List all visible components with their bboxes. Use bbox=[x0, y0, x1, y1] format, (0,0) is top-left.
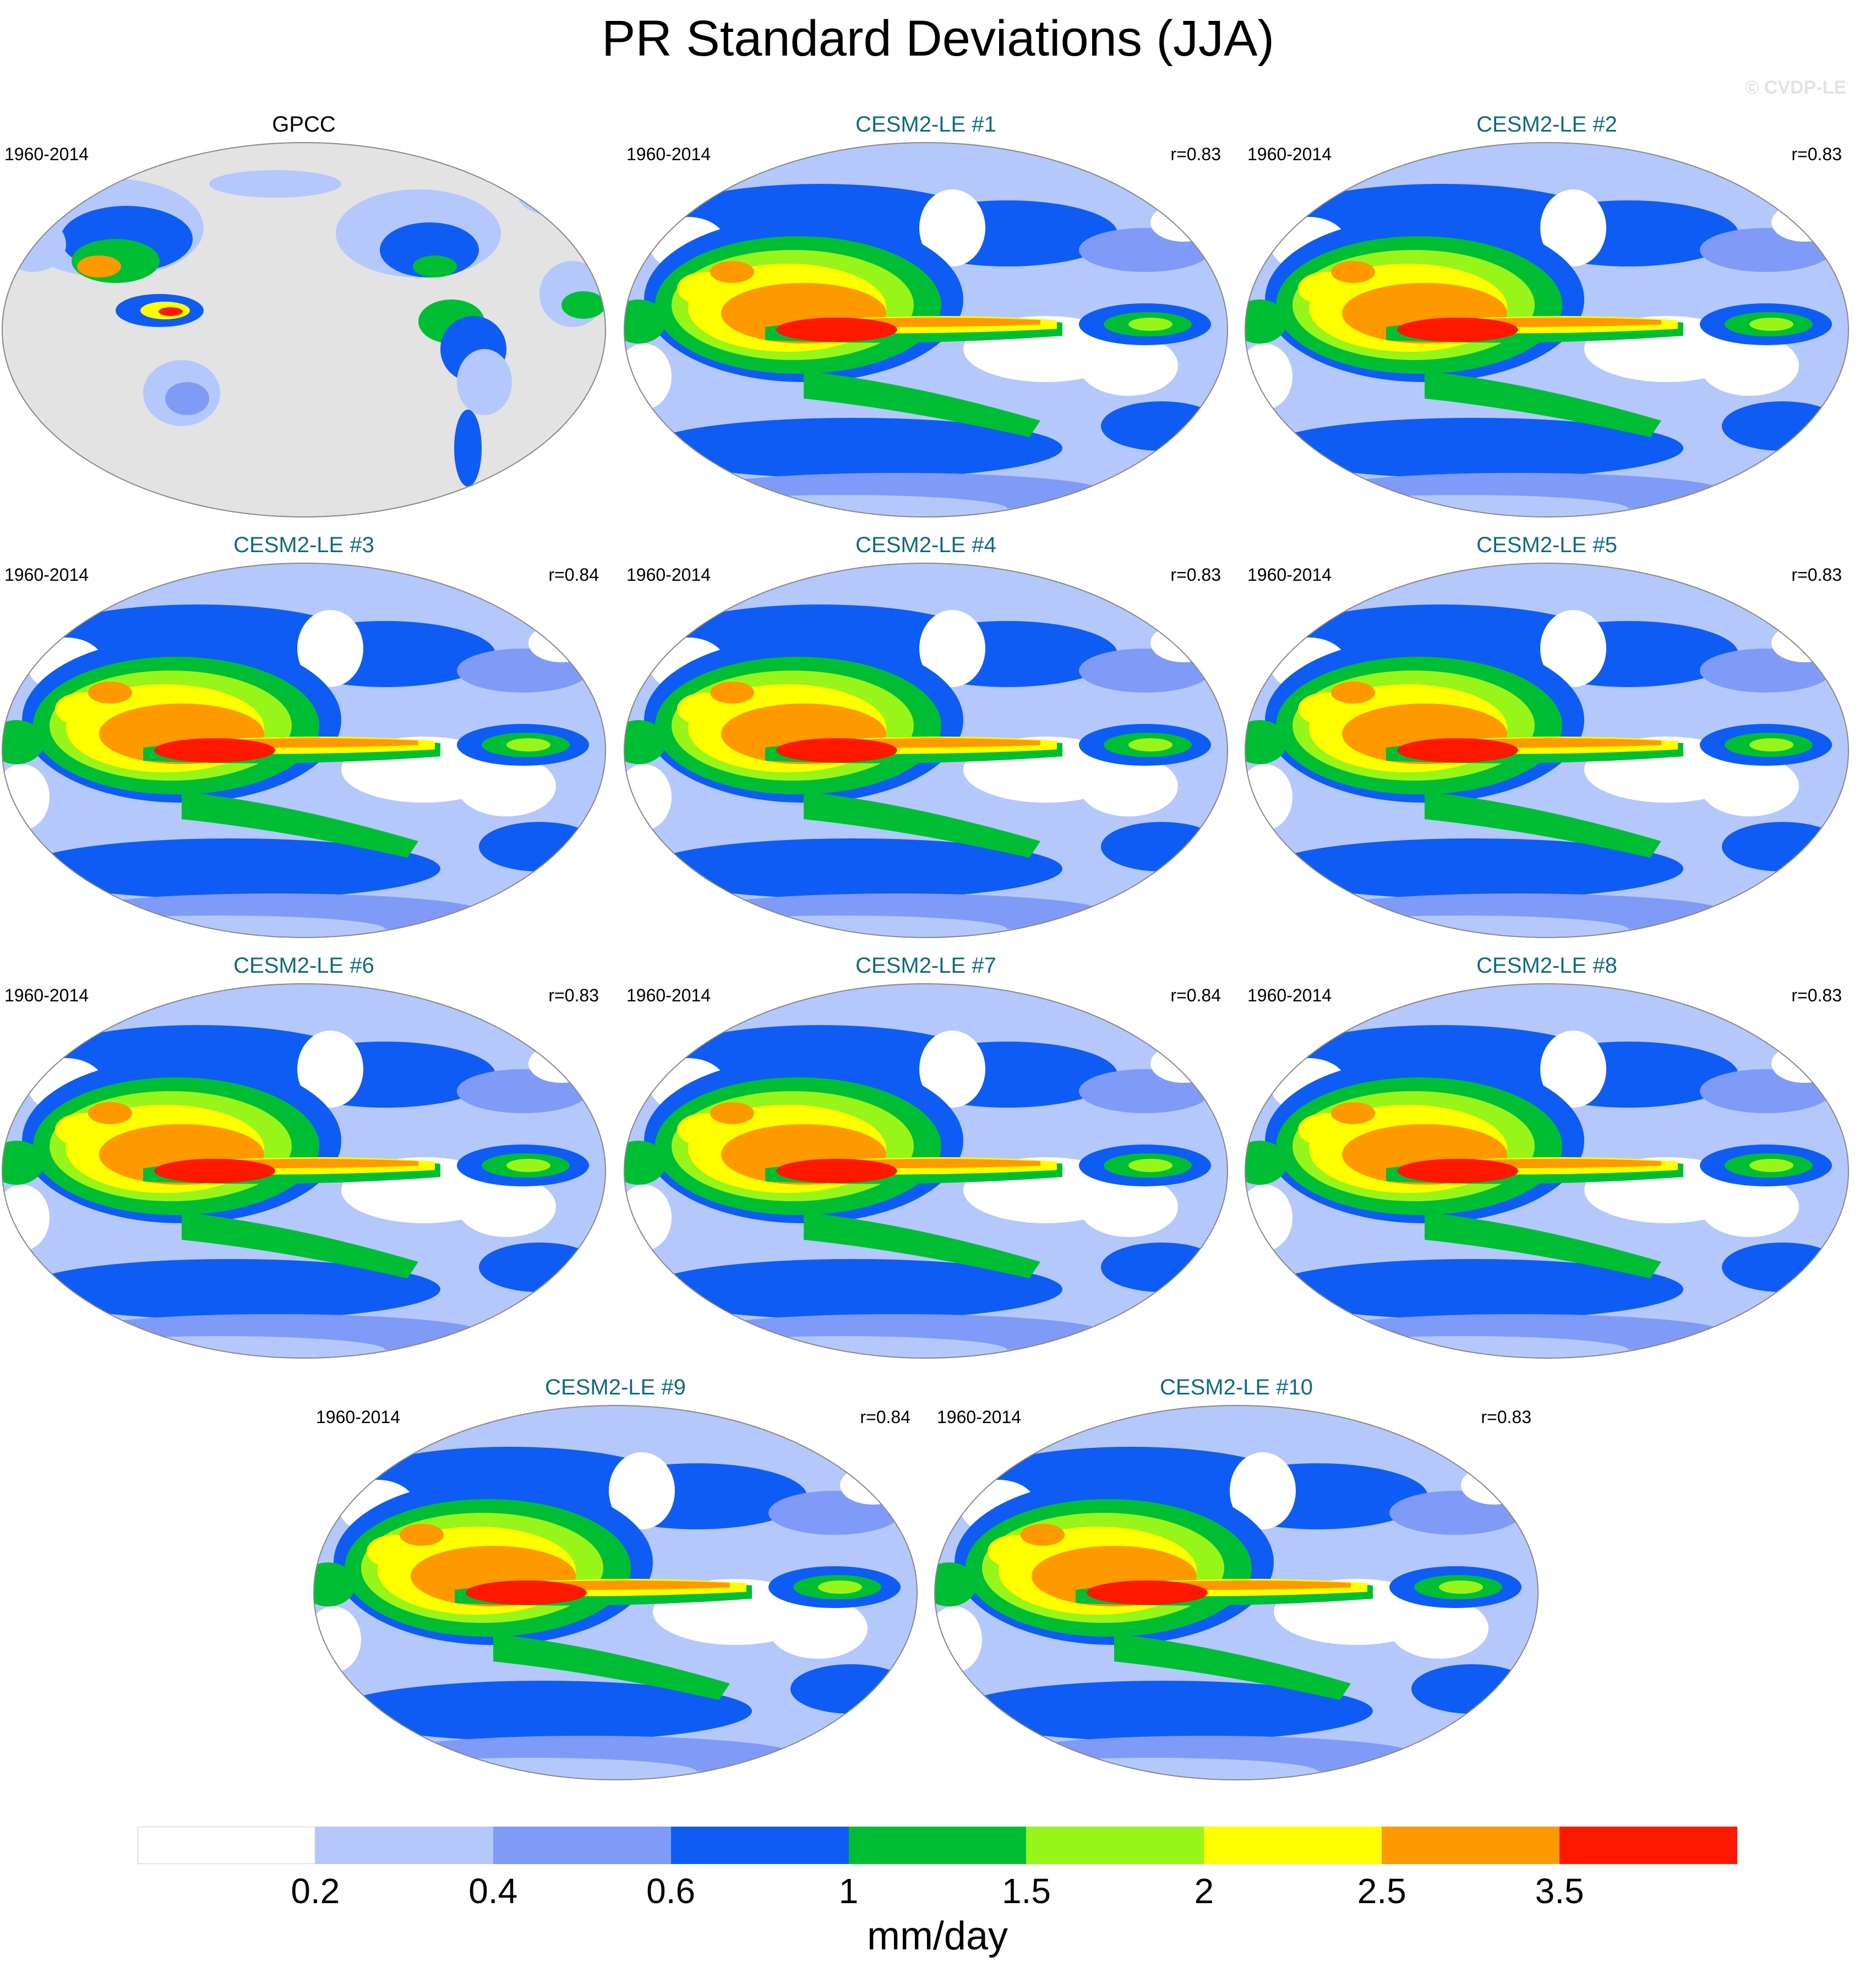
colorbar-tick-label: 1 bbox=[838, 1871, 859, 1911]
panel-period: 1960-2014 bbox=[626, 985, 711, 1005]
panel-correlation: r=0.83 bbox=[1481, 1407, 1531, 1427]
panel-correlation: r=0.84 bbox=[1170, 985, 1221, 1005]
watermark: © CVDP-LE bbox=[1745, 77, 1846, 98]
colorbar-swatch bbox=[1559, 1827, 1737, 1864]
map-panel: CESM2-LE #6 1960-2014 r=0.83 bbox=[0, 953, 608, 1366]
map-panel: CESM2-LE #3 1960-2014 r=0.84 bbox=[0, 533, 608, 946]
panel-period: 1960-2014 bbox=[626, 565, 711, 585]
model-precip-map bbox=[2, 983, 606, 1359]
colorbar-legend: 0.2 0.4 0.6 1 1.5 2 2.5 3.5 mm/day bbox=[138, 1827, 1737, 1970]
panel-title: CESM2-LE #4 bbox=[855, 533, 996, 557]
model-precip-map bbox=[1245, 142, 1849, 517]
panel-correlation: r=0.84 bbox=[860, 1407, 910, 1427]
model-precip-map bbox=[2, 563, 606, 938]
figure-title: PR Standard Deviations (JJA) bbox=[601, 10, 1275, 67]
panel-correlation: r=0.84 bbox=[548, 565, 599, 585]
panel-correlation: r=0.83 bbox=[1170, 565, 1221, 585]
panel-title: CESM2-LE #1 bbox=[855, 112, 996, 137]
panel-title: CESM2-LE #3 bbox=[233, 533, 374, 557]
panel-title: CESM2-LE #8 bbox=[1476, 953, 1617, 978]
model-precip-map bbox=[1245, 983, 1849, 1359]
panel-period: 1960-2014 bbox=[316, 1407, 401, 1427]
map-panel: CESM2-LE #7 1960-2014 r=0.84 bbox=[622, 953, 1230, 1366]
panel-period: 1960-2014 bbox=[1247, 144, 1332, 164]
panel-title: CESM2-LE #2 bbox=[1476, 112, 1617, 137]
colorbar-swatch bbox=[493, 1827, 671, 1864]
map-panel: CESM2-LE #2 1960-2014 r=0.83 bbox=[1243, 112, 1851, 525]
colorbar-tick-label: 0.4 bbox=[468, 1871, 518, 1911]
map-panel: CESM2-LE #8 1960-2014 r=0.83 bbox=[1243, 953, 1851, 1366]
panel-period: 1960-2014 bbox=[1247, 565, 1332, 585]
panel-correlation: r=0.83 bbox=[1170, 144, 1221, 164]
map-panel: CESM2-LE #9 1960-2014 r=0.84 bbox=[312, 1375, 919, 1788]
panel-period: 1960-2014 bbox=[626, 144, 711, 164]
panel-period: 1960-2014 bbox=[937, 1407, 1022, 1427]
map-panel: CESM2-LE #1 1960-2014 r=0.83 bbox=[622, 112, 1230, 525]
model-precip-map bbox=[624, 142, 1228, 517]
map-panel: CESM2-LE #10 1960-2014 r=0.83 bbox=[932, 1375, 1540, 1788]
colorbar-swatch bbox=[1382, 1827, 1560, 1864]
panel-correlation: r=0.83 bbox=[548, 985, 599, 1005]
panel-title: GPCC bbox=[272, 112, 336, 137]
model-precip-map bbox=[1245, 563, 1849, 938]
colorbar-swatch bbox=[1204, 1827, 1382, 1864]
colorbar-swatch bbox=[848, 1827, 1027, 1864]
map-panel: GPCC 1960-2014 bbox=[0, 112, 608, 525]
panel-title: CESM2-LE #7 bbox=[855, 953, 996, 978]
panel-period: 1960-2014 bbox=[4, 565, 89, 585]
map-panel: CESM2-LE #5 1960-2014 r=0.83 bbox=[1243, 533, 1851, 946]
colorbar-swatch bbox=[670, 1827, 849, 1864]
panel-title: CESM2-LE #9 bbox=[545, 1375, 686, 1399]
colorbar-tick-label: 2.5 bbox=[1357, 1871, 1406, 1911]
panel-correlation: r=0.83 bbox=[1791, 144, 1842, 164]
map-panel: CESM2-LE #4 1960-2014 r=0.83 bbox=[622, 533, 1230, 946]
model-precip-map bbox=[624, 983, 1228, 1359]
model-precip-map bbox=[313, 1405, 918, 1780]
panel-title: CESM2-LE #10 bbox=[1160, 1375, 1313, 1399]
panel-correlation: r=0.83 bbox=[1791, 985, 1842, 1005]
colorbar-swatch bbox=[1026, 1827, 1204, 1864]
colorbar-tick-label: 0.2 bbox=[291, 1871, 340, 1911]
panel-period: 1960-2014 bbox=[4, 144, 89, 164]
panel-correlation: r=0.83 bbox=[1791, 565, 1842, 585]
colorbar-tick-label: 2 bbox=[1194, 1871, 1214, 1911]
colorbar-swatch bbox=[315, 1827, 493, 1864]
colorbar-tick-label: 3.5 bbox=[1535, 1871, 1584, 1911]
observed-precip-map bbox=[2, 142, 606, 517]
panel-title: CESM2-LE #5 bbox=[1476, 533, 1617, 557]
colorbar-tick-label: 0.6 bbox=[646, 1871, 696, 1911]
colorbar-swatch bbox=[138, 1827, 315, 1864]
model-precip-map bbox=[934, 1405, 1539, 1780]
panel-title: CESM2-LE #6 bbox=[233, 953, 374, 978]
panel-period: 1960-2014 bbox=[1247, 985, 1332, 1005]
panel-period: 1960-2014 bbox=[4, 985, 89, 1005]
model-precip-map bbox=[624, 563, 1228, 938]
colorbar-tick-label: 1.5 bbox=[1001, 1871, 1051, 1911]
colorbar-units: mm/day bbox=[866, 1914, 1008, 1958]
